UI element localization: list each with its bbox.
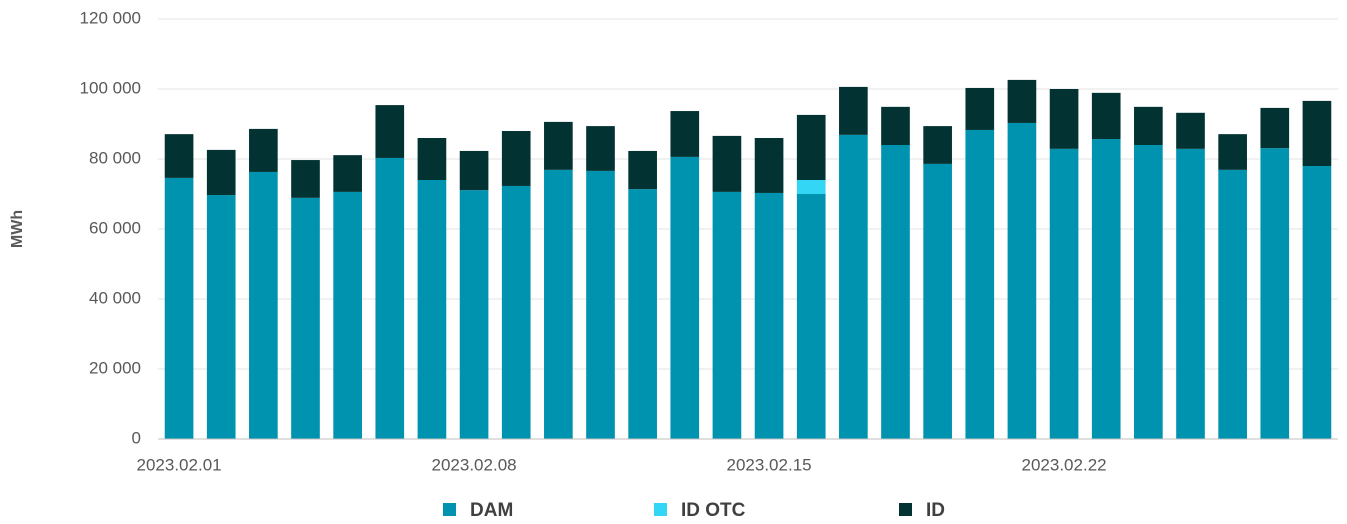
x-tick-label: 2023.02.01 <box>137 455 222 474</box>
bar-segment <box>965 87 995 130</box>
bar-segment <box>249 128 278 172</box>
bar-segment <box>333 191 362 439</box>
bar-segment <box>628 150 657 190</box>
bar-segment <box>333 155 362 192</box>
bar-segment <box>1091 139 1121 440</box>
legend-label: ID <box>926 500 945 521</box>
bar-segment <box>544 169 573 439</box>
bar-segment <box>1176 148 1205 439</box>
x-tick-label: 2023.02.22 <box>1022 455 1107 474</box>
bar-segment <box>1134 145 1163 439</box>
bar-segment <box>754 138 784 193</box>
bar-segment <box>1049 148 1079 439</box>
bar-segment <box>1007 79 1037 123</box>
bar-segment <box>501 185 531 439</box>
bar-segment <box>1176 112 1205 149</box>
bar-segment <box>881 106 910 145</box>
bar-segment <box>375 157 405 439</box>
y-tick-label: 80 000 <box>89 148 141 167</box>
bar-segment <box>206 149 236 196</box>
legend-swatch <box>443 503 456 516</box>
bar-segment <box>1134 106 1163 145</box>
bar-segment <box>206 195 236 439</box>
bar-segment <box>712 135 742 192</box>
y-tick-label: 0 <box>132 428 141 447</box>
bar-segment <box>1302 166 1332 439</box>
bar-segment <box>1218 169 1247 439</box>
bar-segment <box>291 197 320 439</box>
bar-segment <box>544 121 573 170</box>
y-tick-label: 60 000 <box>89 218 141 237</box>
bar-segment <box>375 105 405 158</box>
bar-segment <box>670 156 700 439</box>
legend-label: DAM <box>470 500 513 521</box>
bar-segment <box>1218 134 1247 170</box>
bar-segment <box>881 145 910 439</box>
bar-segment <box>417 138 447 180</box>
bar-segment <box>712 191 742 439</box>
bar-segment <box>1091 92 1121 140</box>
bar-segment <box>501 131 531 186</box>
bar-segment <box>965 129 995 439</box>
bar-segment <box>796 194 826 439</box>
bar-segment <box>417 180 447 439</box>
bar-segment <box>670 111 700 157</box>
bar-segment <box>586 126 615 171</box>
legend-swatch <box>899 503 912 516</box>
x-tick-label: 2023.02.15 <box>727 455 812 474</box>
bar-segment <box>796 180 826 194</box>
legend-label: ID OTC <box>681 500 746 521</box>
bar-segment <box>164 134 194 178</box>
bar-segment <box>1049 89 1079 149</box>
y-tick-label: 40 000 <box>89 288 141 307</box>
bar-segment <box>164 177 194 439</box>
legend-swatch <box>654 503 667 516</box>
bar-segment <box>586 170 615 439</box>
bar-segment <box>923 126 952 164</box>
bar-segment <box>459 190 489 439</box>
bar-segment <box>796 114 826 180</box>
bar-segment <box>291 160 320 198</box>
bar-segment <box>1007 122 1037 439</box>
bar-segment <box>839 86 868 135</box>
bar-segment <box>839 134 868 439</box>
y-tick-label: 100 000 <box>80 78 141 97</box>
x-tick-label: 2023.02.08 <box>432 455 517 474</box>
bar-segment <box>923 163 952 439</box>
bar-segment <box>754 192 784 439</box>
bar-segment <box>628 189 657 439</box>
y-tick-label: 20 000 <box>89 358 141 377</box>
bar-segment <box>1260 107 1290 149</box>
bar-segment <box>1260 148 1290 439</box>
bar-segment <box>249 171 278 439</box>
y-axis-label: MWh <box>9 210 26 248</box>
y-tick-label: 120 000 <box>80 8 141 27</box>
bar-segment <box>459 150 489 191</box>
bar-segment <box>1302 100 1332 166</box>
